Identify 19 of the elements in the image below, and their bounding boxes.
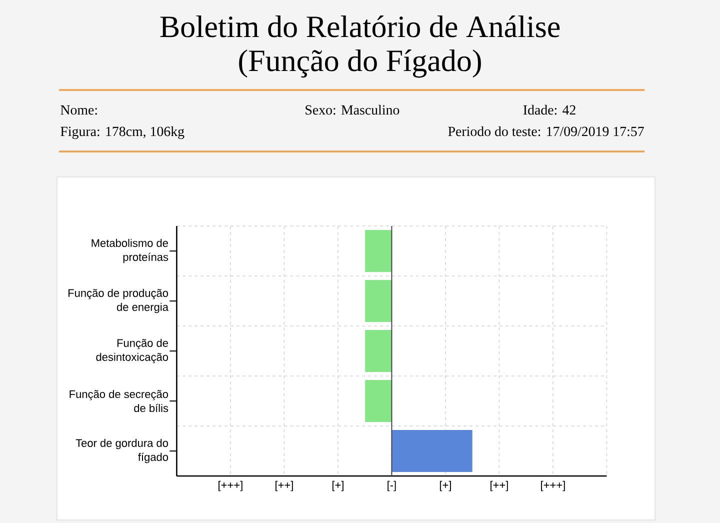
text: [-] bbox=[388, 480, 396, 492]
text: Idade: 42 bbox=[523, 104, 576, 115]
text: Nome: bbox=[60, 105, 97, 115]
y-tick-label: Função de desintoxicação bbox=[96, 338, 168, 364]
chart-subtitle: (Função do Fígado) bbox=[239, 49, 481, 78]
text: [+++] bbox=[218, 480, 242, 492]
text: Figura: 178cm, 106kg bbox=[60, 126, 184, 139]
y-tick-label: Metabolismo de proteínas bbox=[92, 238, 168, 264]
text: [+] bbox=[440, 480, 451, 492]
y-tick-label: Teor de gordura do fígado bbox=[76, 438, 168, 464]
text: [+] bbox=[332, 480, 344, 492]
y-tick-label: Função de produção de energia bbox=[68, 288, 168, 314]
text: [+++] bbox=[541, 480, 565, 492]
y-tick-label: Função de secreção de bílis bbox=[70, 390, 168, 412]
text: Periodo do teste: 17/09/2019 17:57 bbox=[448, 126, 644, 136]
text: [++] bbox=[276, 480, 293, 492]
text: Sexo: Masculino bbox=[306, 104, 400, 115]
text: [++] bbox=[490, 480, 508, 492]
chart-title: Boletim do Relatório de Análise bbox=[160, 15, 560, 38]
